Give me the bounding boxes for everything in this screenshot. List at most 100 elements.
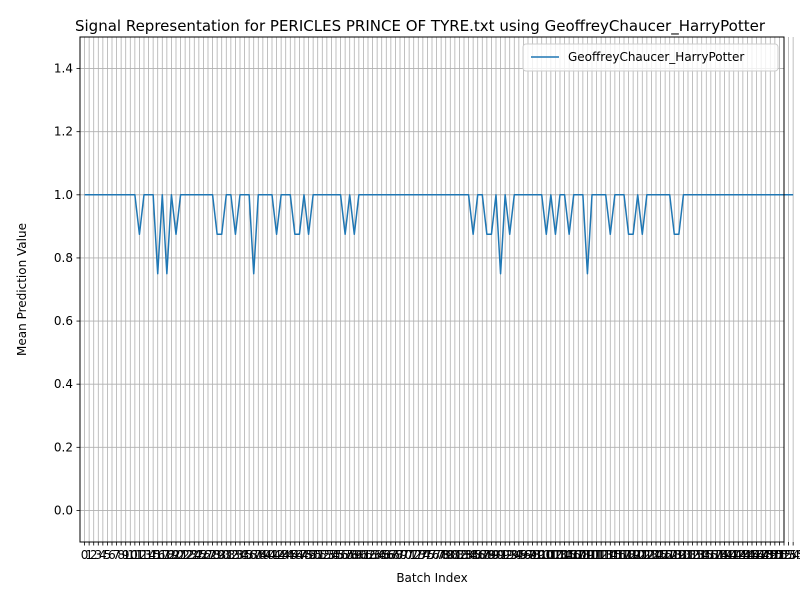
x-tick-label: 39 [255,548,270,562]
x-tick-label: 26 [196,548,211,562]
x-tick-label: 62 [360,548,375,562]
y-tick-label: 0.4 [54,377,73,391]
x-tick-label: 133 [681,548,704,562]
x-tick-label: 104 [549,548,572,562]
x-tick-label: 75 [420,548,435,562]
x-tick-label: 81 [447,548,462,562]
x-tick-label: 122 [631,548,654,562]
x-tick-label: 68 [388,548,403,562]
x-tick-label: 43 [274,548,289,562]
x-tick-label: 7 [113,548,121,562]
y-tick-label: 0.2 [54,440,73,454]
x-tick-label: 144 [731,548,754,562]
x-tick-label: 1 [85,548,93,562]
x-tick-label: 48 [296,548,311,562]
x-tick-label: 31 [219,548,234,562]
x-tick-label: 64 [370,548,385,562]
x-tick-label: 13 [136,548,151,562]
x-tick-label: 102 [539,548,562,562]
x-tick-label: 103 [544,548,567,562]
x-tick-label: 55 [328,548,343,562]
x-tick-label: 35 [237,548,252,562]
x-tick-label: 136 [695,548,718,562]
x-tick-label: 130 [667,548,690,562]
series-line [84,194,794,275]
x-tick-label: 65 [374,548,389,562]
x-tick-label: 143 [727,548,750,562]
x-tick-label: 79 [438,548,453,562]
x-tick-label: 88 [479,548,494,562]
x-tick-label: 70 [397,548,412,562]
x-tick-label: 149 [754,548,777,562]
x-tick-label: 92 [498,548,513,562]
legend-box [522,43,779,72]
x-tick-label: 121 [626,548,649,562]
x-tick-label: 111 [581,548,604,562]
x-tick-label: 25 [191,548,206,562]
x-tick-label: 33 [228,548,243,562]
x-tick-label: 34 [232,548,247,562]
x-tick-label: 18 [159,548,174,562]
x-tick-label: 29 [210,548,225,562]
x-tick-label: 148 [750,548,773,562]
x-tick-label: 142 [722,548,745,562]
x-tick-label: 77 [429,548,444,562]
x-tick-label: 108 [567,548,590,562]
x-tick-label: 49 [301,548,316,562]
y-axis-label: Mean Prediction Value [15,223,29,356]
x-tick-label: 145 [736,548,759,562]
x-tick-label: 126 [649,548,672,562]
x-tick-label: 44 [278,548,293,562]
x-tick-label: 129 [663,548,686,562]
x-tick-label: 50 [306,548,321,562]
x-tick-label: 22 [178,548,193,562]
x-tick-label: 47 [292,548,307,562]
x-tick-label: 67 [383,548,398,562]
x-tick-label: 38 [251,548,266,562]
x-tick-label: 119 [617,548,640,562]
x-tick-label: 36 [242,548,257,562]
x-tick-label: 74 [415,548,430,562]
y-tick-label: 0.0 [54,503,73,517]
x-tick-label: 90 [488,548,503,562]
x-tick-label: 37 [246,548,261,562]
x-tick-label: 146 [741,548,764,562]
x-tick-label: 147 [745,548,768,562]
x-axis-ticks: 0123456789101112131415161718192021222324… [81,542,800,562]
y-axis-ticks: 0.0 0.2 0.4 0.6 0.8 1.0 1.2 1.4 [54,62,80,517]
x-tick-label: 19 [164,548,179,562]
x-tick-label: 89 [484,548,499,562]
legend-label: GeoffreyChaucer_HarryPotter [568,50,744,64]
x-tick-label: 127 [654,548,677,562]
x-tick-label: 73 [411,548,426,562]
x-tick-label: 52 [315,548,330,562]
x-tick-label: 5 [104,548,112,562]
legend: GeoffreyChaucer_HarryPotter [522,43,779,72]
x-tick-label: 135 [690,548,713,562]
x-tick-label: 61 [356,548,371,562]
x-tick-label: 46 [287,548,302,562]
x-tick-label: 27 [200,548,215,562]
x-tick-label: 139 [709,548,732,562]
x-tick-label: 87 [475,548,490,562]
x-tick-label: 95 [511,548,526,562]
x-tick-label: 0 [81,548,89,562]
y-tick-label: 1.0 [54,188,73,202]
x-tick-label: 115 [599,548,622,562]
x-tick-label: 110 [576,548,599,562]
x-tick-label: 118 [613,548,636,562]
x-tick-label: 12 [132,548,147,562]
x-tick-label: 109 [571,548,594,562]
x-tick-label: 134 [686,548,709,562]
x-tick-label: 82 [452,548,467,562]
y-tick-label: 1.2 [54,125,73,139]
x-tick-label: 107 [562,548,585,562]
x-tick-label: 128 [658,548,681,562]
x-tick-label: 80 [443,548,458,562]
x-tick-label: 9 [122,548,130,562]
x-tick-label: 123 [635,548,658,562]
x-tick-label: 120 [622,548,645,562]
x-tick-label: 105 [553,548,576,562]
x-tick-label: 117 [608,548,631,562]
